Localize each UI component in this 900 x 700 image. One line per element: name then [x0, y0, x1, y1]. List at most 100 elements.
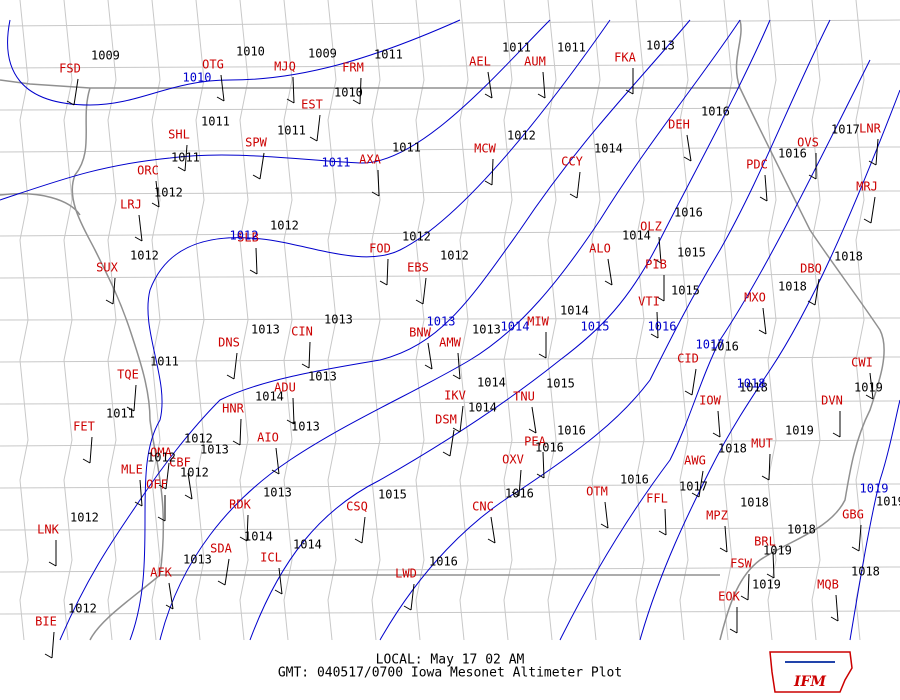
wind-barb-flag	[216, 96, 225, 102]
station-pressure: 1013	[472, 323, 501, 337]
station-pressure: 1016	[620, 473, 649, 487]
wind-barb	[155, 180, 160, 208]
station-pressure: 1012	[270, 219, 299, 233]
county-line	[415, 0, 425, 641]
station-id: VTI	[638, 295, 660, 309]
wind-barb	[459, 405, 464, 433]
station-pressure: 1012	[70, 511, 99, 525]
wind-barb-flag	[719, 547, 728, 553]
wind-barb-flag	[151, 202, 160, 208]
isobar-label: 1018	[737, 377, 766, 391]
wind-barb	[187, 472, 193, 500]
wind-barb	[762, 307, 767, 335]
station-id: FRM	[342, 61, 364, 75]
wind-barb-flag	[604, 280, 613, 286]
wind-barb	[487, 71, 493, 99]
wind-barb	[220, 74, 225, 102]
wind-barb	[747, 573, 750, 601]
station-id: FSD	[59, 62, 81, 76]
station-id: EBS	[407, 261, 429, 275]
station: OFF 1012	[146, 466, 209, 492]
station-pressure: 1011	[277, 124, 306, 138]
isobar-label: 1016	[648, 320, 677, 334]
station-id: ADU	[274, 381, 296, 395]
station-pressure: 1016	[557, 424, 586, 438]
wind-barb-flag	[354, 538, 363, 544]
wind-barb	[490, 516, 496, 544]
station-id: CBF	[169, 456, 191, 470]
wind-barb-flag	[484, 180, 493, 186]
county-line	[239, 0, 249, 641]
station-pressure: 1018	[778, 280, 807, 294]
station: FOD 1012	[369, 230, 431, 256]
station-id: FFL	[646, 492, 668, 506]
station-id: CID	[677, 352, 699, 366]
station: OXV 1016	[502, 441, 564, 467]
wind-barb-flag	[868, 160, 877, 166]
station-id: SHL	[168, 128, 190, 142]
station: MLE 1012	[121, 451, 176, 477]
wind-barb-flag	[177, 166, 186, 172]
station-id: OLZ	[640, 220, 662, 234]
station-pressure: 1018	[740, 496, 769, 510]
county-line	[151, 0, 161, 641]
wind-barb-flag	[44, 653, 53, 659]
station: FSW 1019	[730, 544, 792, 571]
station-id: PDC	[746, 158, 768, 172]
station: SPW 1011	[245, 124, 306, 150]
station-pressure: 1013	[324, 313, 353, 327]
county-line	[635, 0, 645, 641]
wind-barb	[604, 501, 609, 529]
wind-barb	[449, 429, 455, 457]
wind-barb-flag	[538, 353, 547, 359]
county-line	[0, 190, 900, 195]
station: MPZ 1018	[706, 496, 769, 523]
station-id: TNU	[513, 390, 535, 404]
isobar-label: 1014	[501, 320, 530, 334]
wind-barb-flag	[653, 258, 662, 264]
wind-barb-flag	[286, 98, 295, 104]
wind-barb-flag	[424, 364, 433, 370]
station-pressure: 1017	[679, 480, 708, 494]
wind-barb-flag	[415, 299, 424, 305]
local-time: LOCAL: May 17 02 AM	[376, 653, 525, 668]
station-pressure: 1016	[701, 105, 730, 119]
wind-barb	[361, 516, 366, 544]
station-pressure: 1012	[180, 466, 209, 480]
station-pressure: 1011	[150, 355, 179, 369]
station-pressure: 1016	[429, 555, 458, 569]
station-id: EST	[301, 98, 323, 112]
station-pressure: 1016	[778, 147, 807, 161]
station-pressure: 1016	[535, 441, 564, 455]
station-id: BRL	[754, 535, 776, 549]
station-pressure: 1012	[147, 451, 176, 465]
wind-barb	[246, 514, 249, 542]
station-pressure: 1016	[710, 340, 739, 354]
station-id: MXO	[744, 291, 766, 305]
county-line	[811, 0, 821, 641]
wind-barb-flag	[807, 300, 816, 306]
wind-barb-flag	[865, 394, 874, 400]
wind-barb	[386, 258, 389, 286]
station-pressure: 1014	[293, 538, 322, 552]
station-pressure: 1011	[557, 41, 586, 55]
station: HNR 1014	[222, 390, 284, 416]
station-pressure: 1013	[263, 486, 292, 500]
wind-barb-flag	[569, 193, 578, 199]
station-id: AXA	[359, 153, 381, 167]
isobar-lines	[0, 19, 900, 641]
wind-barb	[275, 447, 280, 475]
station: IOW 1018	[699, 381, 768, 408]
station-id: CWI	[851, 356, 873, 370]
county-line	[195, 0, 205, 641]
station-pressure: 1019	[752, 578, 781, 592]
station: IKV 1014	[444, 376, 506, 403]
station-id: LWD	[395, 567, 417, 581]
station: MXO 1018	[744, 280, 807, 305]
wind-barbs	[44, 68, 879, 659]
station: BNW	[409, 326, 431, 340]
wind-barb	[870, 196, 876, 224]
wind-barb-flag	[528, 428, 537, 434]
station-pressure: 1014	[477, 376, 506, 390]
wind-barb	[184, 144, 188, 172]
